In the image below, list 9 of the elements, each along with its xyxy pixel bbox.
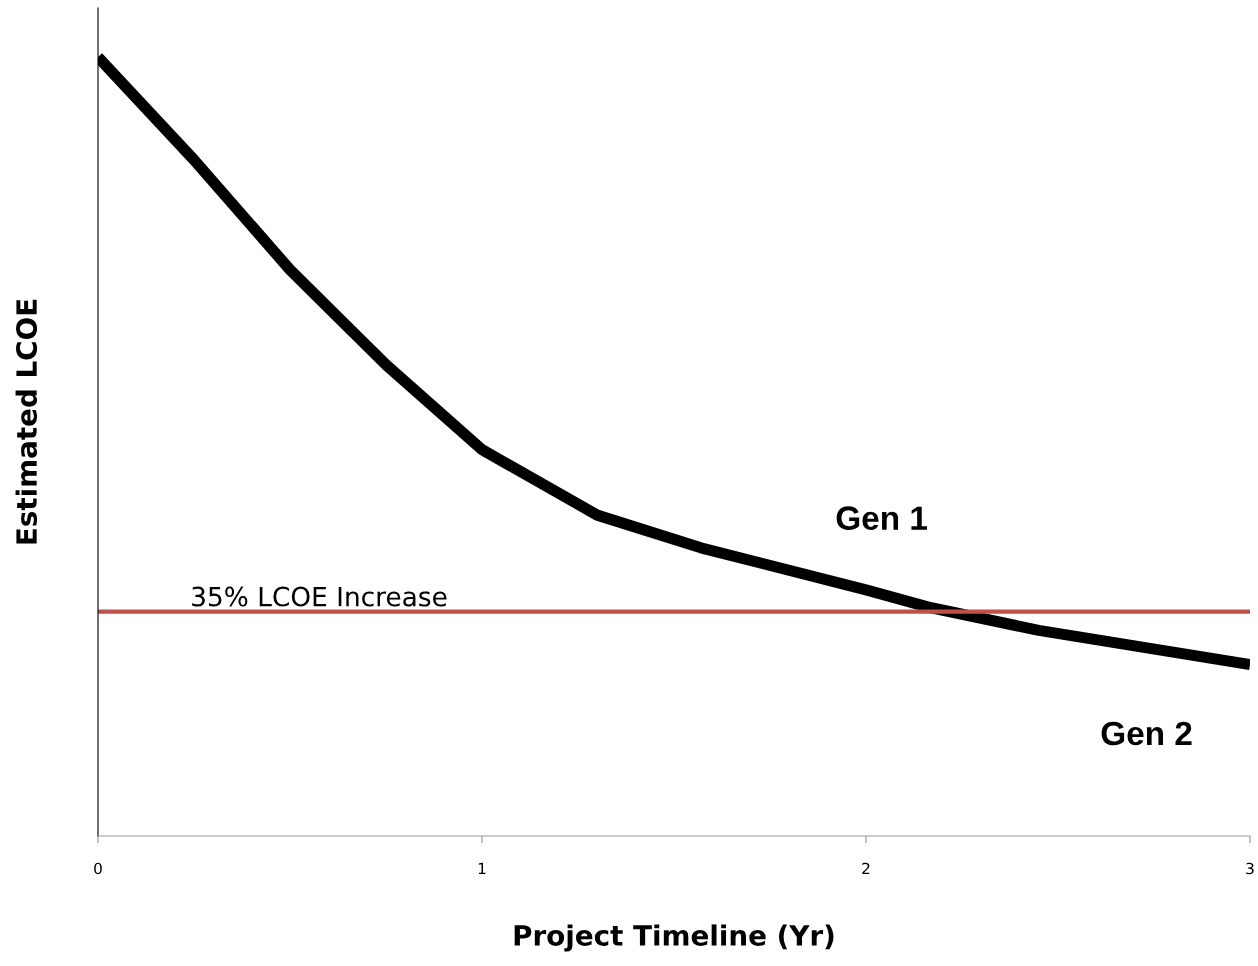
x-tick-label: 2 (862, 862, 870, 874)
annotation: Gen 2 (1101, 721, 1192, 746)
x-tick-label: 3 (1246, 862, 1254, 875)
x-tick-label: 0 (94, 862, 102, 875)
ref-line-label: 35% LCOE Increase (192, 586, 447, 607)
y-axis-title: Estimated LCOE (15, 299, 38, 544)
annotation: Gen 1 (836, 506, 927, 530)
x-tick-label: 1 (478, 862, 486, 874)
x-axis-title: Project Timeline (Yr) (514, 924, 834, 952)
